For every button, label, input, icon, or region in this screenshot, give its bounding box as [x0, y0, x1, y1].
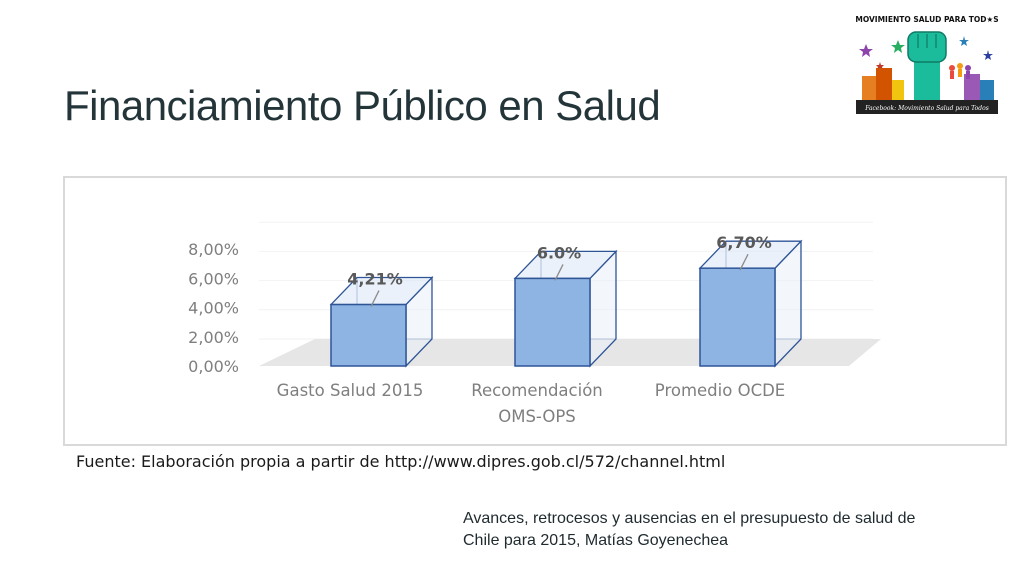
citation-line-2: Chile para 2015, Matías Goyenechea	[463, 532, 729, 549]
data-label: 6.0%	[537, 243, 581, 262]
movimiento-salud-logo: MOVIMIENTO SALUD PARA TOD★S Facebook: Mo…	[852, 10, 1002, 116]
star-icon	[983, 50, 993, 60]
data-label-leader	[370, 290, 380, 307]
category-label: Gasto Salud 2015	[277, 381, 424, 400]
star-icon	[959, 36, 969, 46]
star-icon	[859, 44, 873, 57]
raised-fist-icon	[907, 31, 947, 104]
data-label: 4,21%	[347, 270, 403, 289]
y-tick-label: 4,00%	[188, 299, 239, 318]
citation-note: Avances, retrocesos y ausencias en el pr…	[463, 508, 963, 552]
logo-footer-text: Facebook: Movimiento Salud para Todos	[864, 105, 989, 112]
data-label: 6,70%	[716, 233, 772, 252]
data-label-leader	[554, 264, 564, 281]
bar-front-face	[699, 267, 776, 367]
bar-front-face	[330, 303, 407, 367]
bar	[513, 249, 618, 368]
logo-header-text: MOVIMIENTO SALUD PARA TOD★S	[855, 15, 998, 24]
bar-chart: 0,00% 2,00% 4,00% 6,00% 8,00% 4,21% 6.0% 6,70% G…	[188, 221, 881, 426]
bar	[698, 239, 803, 368]
y-tick-label: 0,00%	[188, 357, 239, 376]
y-tick-label: 2,00%	[188, 328, 239, 347]
category-label: Promedio OCDE	[655, 381, 785, 400]
citation-line-1: Avances, retrocesos y ausencias en el pr…	[463, 510, 916, 527]
star-icon	[891, 40, 905, 53]
bar	[329, 275, 434, 368]
y-tick-label: 8,00%	[188, 240, 239, 259]
data-label-leader	[739, 253, 749, 271]
page-title: Financiamiento Público en Salud	[64, 82, 661, 129]
y-tick-label: 6,00%	[188, 269, 239, 288]
category-label: OMS-OPS	[498, 407, 576, 426]
source-note: Fuente: Elaboración propia a partir de h…	[76, 452, 726, 471]
bar-front-face	[514, 277, 591, 367]
category-label: Recomendación	[471, 381, 603, 400]
